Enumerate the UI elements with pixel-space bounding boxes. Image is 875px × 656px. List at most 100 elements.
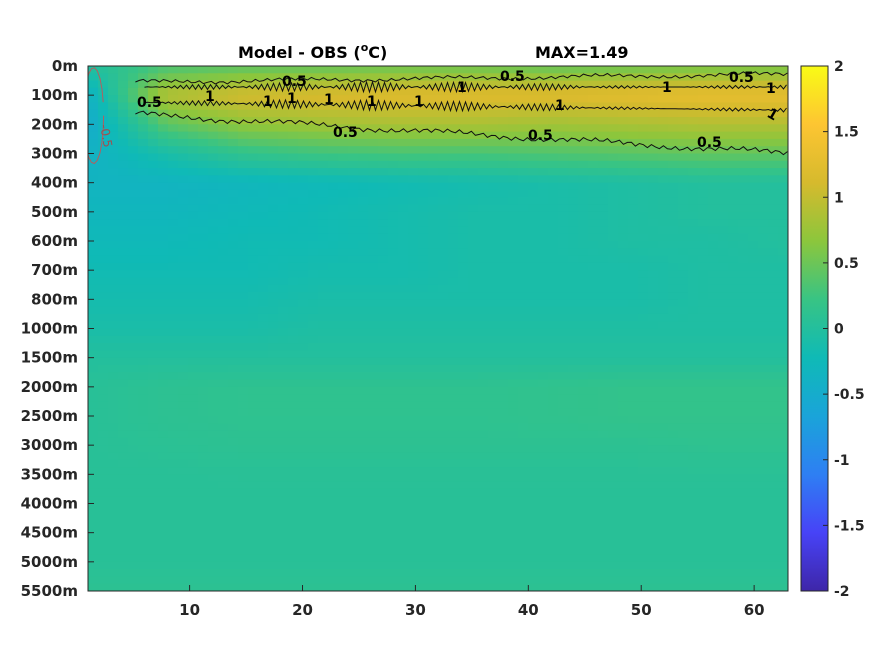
heatmap-cell [378,66,389,74]
heatmap-cell [148,204,159,213]
heatmap-cell [388,343,399,351]
heatmap-cell [368,95,379,104]
heatmap-cell [398,248,409,257]
heatmap-cell [778,496,788,505]
heatmap-cell [98,66,109,74]
heatmap-cell [418,204,429,213]
heatmap-cell [768,277,779,286]
heatmap-cell [518,241,529,249]
heatmap-cell [178,146,189,155]
heatmap-cell [268,262,279,271]
heatmap-cell [728,80,739,89]
heatmap-cell [308,503,319,512]
heatmap-cell [358,168,369,176]
heatmap-cell [748,270,759,279]
heatmap-cell [108,204,119,213]
heatmap-cell [408,117,419,125]
heatmap-cell [498,299,509,308]
heatmap-cell [678,569,689,578]
heatmap-cell [638,510,649,519]
heatmap-cell [368,364,379,373]
heatmap-cell [558,423,569,432]
heatmap-cell [288,182,299,191]
heatmap-cell [658,576,669,585]
heatmap-cell [648,117,659,125]
heatmap-cell [248,277,259,286]
heatmap-cell [718,364,729,373]
heatmap-cell [148,277,159,286]
heatmap-cell [428,241,439,249]
heatmap-cell [248,539,259,548]
heatmap-cell [658,394,669,403]
heatmap-cell [148,488,159,497]
heatmap-cell [588,496,599,505]
heatmap-cell [608,255,619,264]
heatmap-cell [408,350,419,359]
heatmap-cell [328,459,339,468]
heatmap-cell [778,350,788,359]
heatmap-cell [558,467,569,475]
heatmap-cell [698,488,709,497]
heatmap-cell [758,401,769,410]
heatmap-cell [458,313,469,322]
heatmap-cell [678,219,689,228]
heatmap-cell [368,197,379,206]
heatmap-cell [318,481,329,490]
heatmap-cell [568,219,579,228]
heatmap-cell [678,313,689,322]
heatmap-cell [158,95,169,104]
heatmap-cell [288,80,299,89]
heatmap-cell [138,503,149,512]
heatmap-cell [628,292,639,300]
heatmap-cell [458,270,469,279]
heatmap-cell [88,226,99,235]
heatmap-cell [618,379,629,388]
heatmap-cell [398,416,409,424]
heatmap-cell [328,481,339,490]
heatmap-cell [458,211,469,220]
heatmap-cell [188,357,199,366]
heatmap-cell [588,547,599,556]
heatmap-cell [408,335,419,344]
heatmap-cell [308,270,319,279]
heatmap-cell [718,569,729,578]
heatmap-cell [498,197,509,206]
heatmap-cell [338,80,349,89]
heatmap-cell [778,394,788,403]
heatmap-cell [338,481,349,490]
heatmap-cell [188,459,199,468]
heatmap-cell [638,379,649,388]
heatmap-cell [198,255,209,264]
heatmap-cell [108,335,119,344]
heatmap-cell [678,131,689,140]
heatmap-cell [768,175,779,184]
heatmap-cell [328,335,339,344]
heatmap-cell [88,525,99,534]
heatmap-cell [698,496,709,505]
heatmap-cell [508,357,519,366]
heatmap-cell [568,576,579,585]
heatmap-cell [658,146,669,155]
heatmap-cell [628,554,639,563]
heatmap-cell [498,138,509,147]
heatmap-cell [678,233,689,242]
heatmap-cell [548,262,559,271]
heatmap-cell [518,226,529,235]
heatmap-cell [668,175,679,184]
heatmap-cell [308,430,319,439]
heatmap-cell [468,248,479,257]
heatmap-cell [128,175,139,184]
heatmap-cell [728,197,739,206]
heatmap-cell [508,211,519,220]
heatmap-cell [518,219,529,228]
heatmap-cell [398,255,409,264]
heatmap-cell [538,386,549,395]
heatmap-cell [358,386,369,395]
heatmap-cell [758,226,769,235]
heatmap-cell [608,503,619,512]
heatmap-cell [128,204,139,213]
heatmap-cell [718,554,729,563]
heatmap-cell [328,204,339,213]
heatmap-cell [528,270,539,279]
heatmap-cell [648,138,659,147]
